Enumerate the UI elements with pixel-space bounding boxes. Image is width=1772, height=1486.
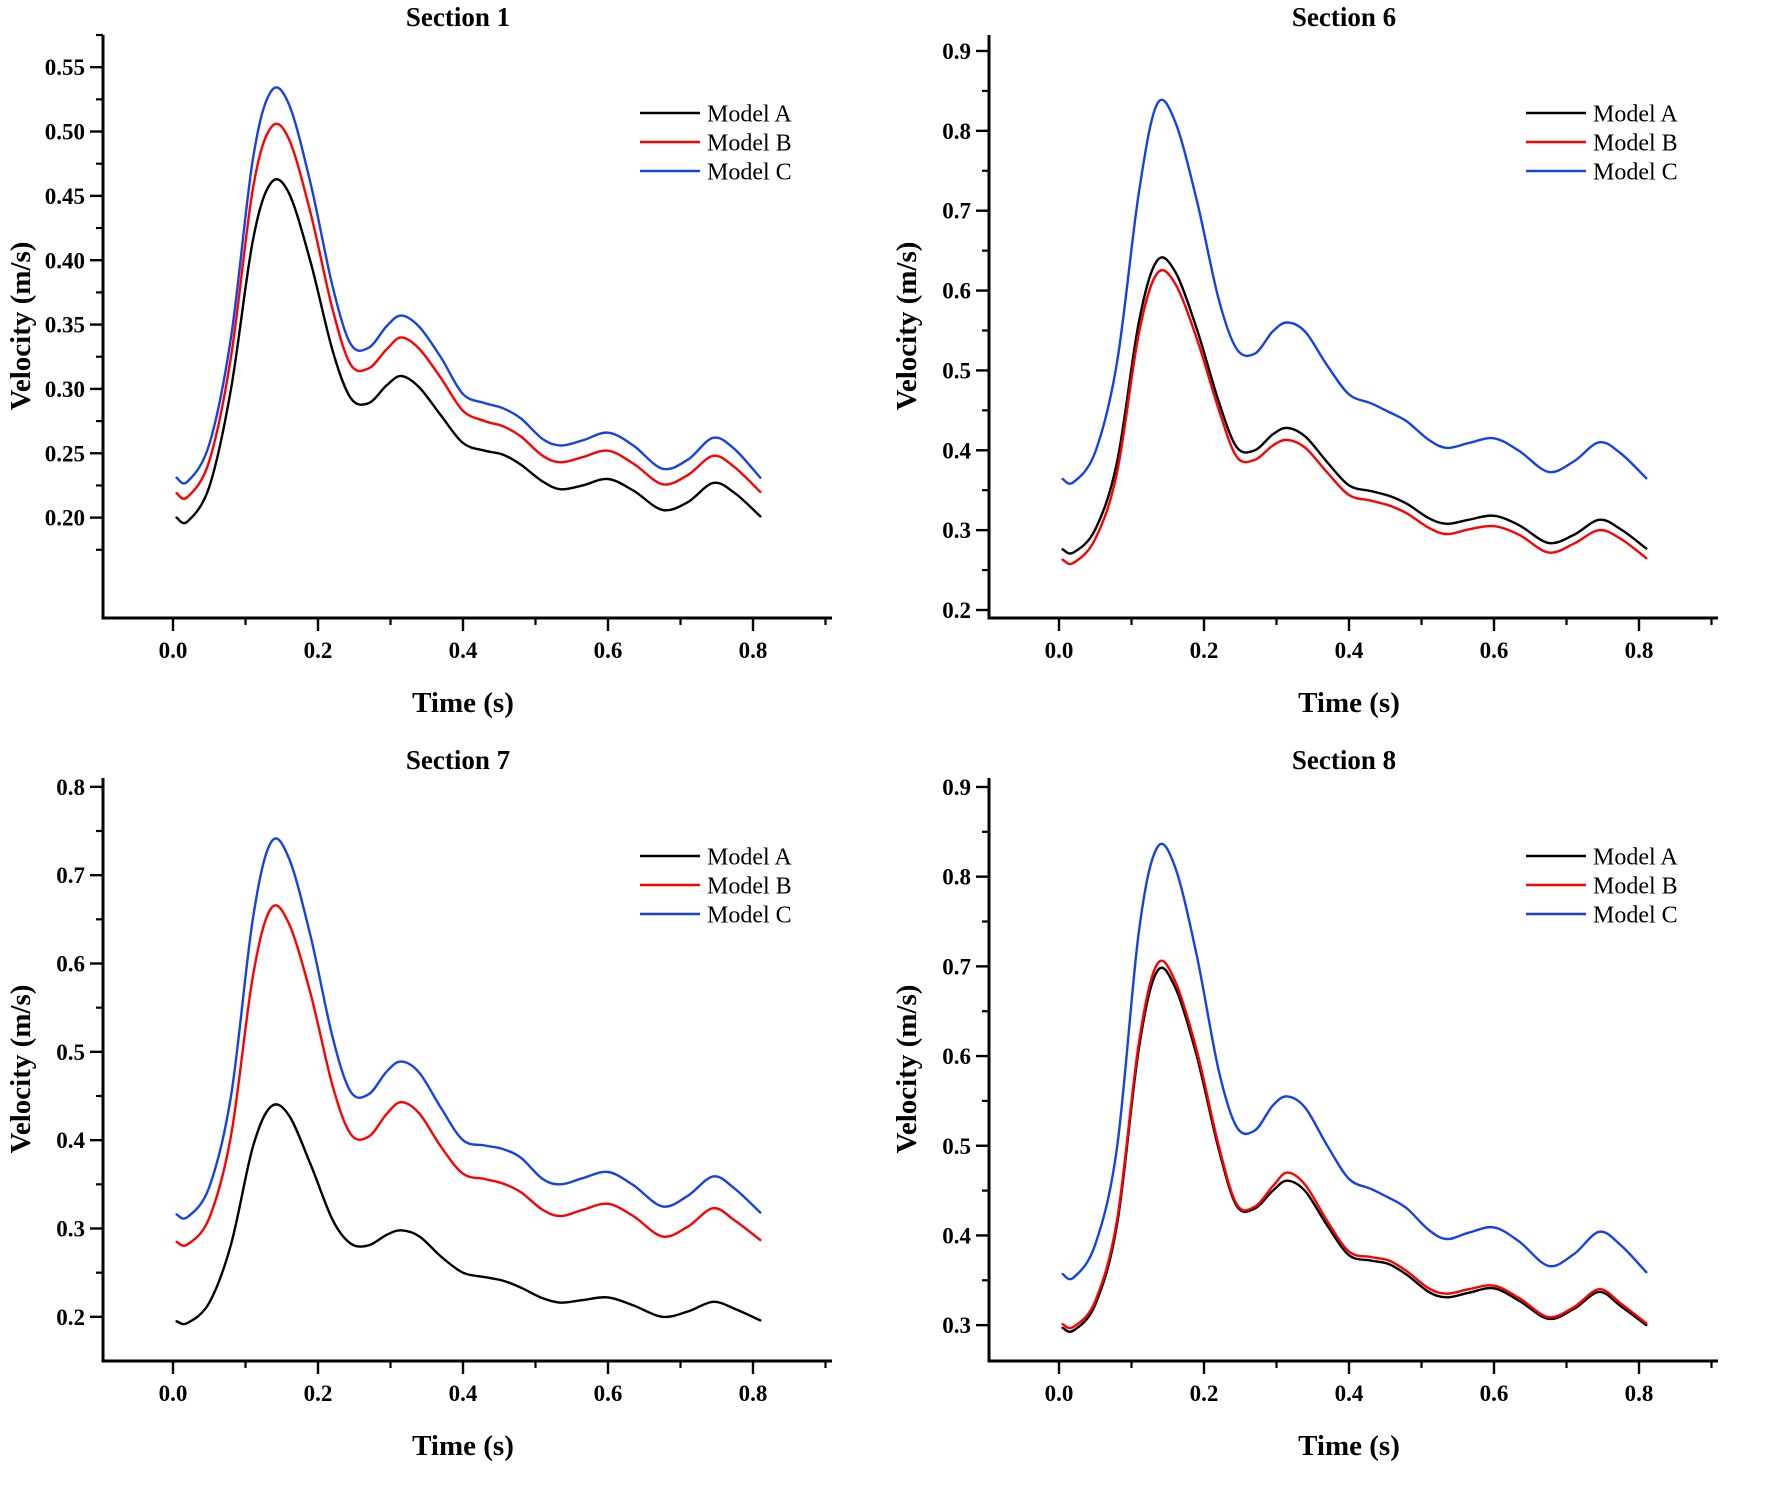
y-tick-label: 0.5 bbox=[56, 1040, 85, 1065]
y-tick-label: 0.3 bbox=[56, 1217, 85, 1242]
y-tick-label: 0.3 bbox=[942, 518, 971, 543]
x-tick-label: 0.6 bbox=[1480, 1381, 1509, 1406]
x-tick-label: 0.6 bbox=[594, 638, 623, 663]
legend-label: Model A bbox=[1593, 101, 1678, 127]
x-tick-label: 0.2 bbox=[304, 638, 333, 663]
y-tick-label: 0.8 bbox=[942, 865, 971, 890]
chart-title: Section 6 bbox=[1292, 2, 1396, 32]
series-line-model-c bbox=[175, 837, 762, 1220]
y-tick-label: 0.55 bbox=[45, 55, 85, 80]
y-tick-label: 0.6 bbox=[942, 1044, 971, 1069]
y-tick-label: 0.7 bbox=[56, 863, 85, 888]
x-axis-title: Time (s) bbox=[1298, 1430, 1400, 1462]
legend-label: Model B bbox=[707, 873, 792, 899]
y-tick-label: 0.4 bbox=[942, 438, 971, 463]
legend-label: Model B bbox=[1593, 130, 1678, 156]
series-line-model-c bbox=[1061, 842, 1648, 1281]
y-tick-label: 0.4 bbox=[56, 1128, 85, 1153]
y-tick-label: 0.40 bbox=[45, 248, 85, 273]
y-tick-label: 0.45 bbox=[45, 184, 85, 209]
x-tick-label: 0.8 bbox=[739, 638, 768, 663]
series-line-model-c bbox=[1061, 98, 1648, 485]
panel-section-6: 0.0 0.2 0.4 0.6 0.8 0.2 0.3 0.4 0.5 0.6 0.7 0.8 0.9 S… bbox=[886, 0, 1772, 743]
y-tick-label: 0.5 bbox=[942, 1134, 971, 1159]
x-axis-title: Time (s) bbox=[412, 1430, 514, 1462]
chart-title: Section 1 bbox=[406, 2, 510, 32]
x-tick-label: 0.8 bbox=[1625, 638, 1654, 663]
legend-label: Model C bbox=[707, 159, 792, 185]
x-tick-label: 0.2 bbox=[1190, 638, 1219, 663]
series-line-model-c bbox=[175, 86, 762, 485]
y-tick-label: 0.2 bbox=[56, 1305, 85, 1330]
y-axis-title: Velocity (m/s) bbox=[5, 242, 37, 411]
x-tick-label: 0.0 bbox=[159, 638, 188, 663]
x-tick-label: 0.0 bbox=[1045, 1381, 1074, 1406]
x-tick-label: 0.0 bbox=[159, 1381, 188, 1406]
chart-title: Section 7 bbox=[406, 745, 510, 775]
legend-label: Model A bbox=[1593, 844, 1678, 870]
x-tick-label: 0.8 bbox=[739, 1381, 768, 1406]
x-axis-title: Time (s) bbox=[1298, 687, 1400, 719]
y-tick-label: 0.2 bbox=[942, 598, 971, 623]
x-tick-label: 0.2 bbox=[304, 1381, 333, 1406]
y-axis-title: Velocity (m/s) bbox=[891, 985, 923, 1154]
y-tick-label: 0.50 bbox=[45, 120, 85, 145]
x-tick-label: 0.0 bbox=[1045, 638, 1074, 663]
y-tick-label: 0.35 bbox=[45, 313, 85, 338]
series-line-model-a bbox=[175, 178, 762, 525]
x-tick-label: 0.4 bbox=[449, 1381, 478, 1406]
legend-label: Model C bbox=[707, 902, 792, 928]
legend-label: Model B bbox=[1593, 873, 1678, 899]
chart-section-7: 0.0 0.2 0.4 0.6 0.8 0.2 0.3 0.4 0.5 0.6 0.7 0.8 Sect… bbox=[5, 745, 832, 1462]
y-tick-label: 0.8 bbox=[942, 119, 971, 144]
chart-title: Section 8 bbox=[1292, 745, 1396, 775]
y-tick-label: 0.6 bbox=[942, 279, 971, 304]
chart-section-6: 0.0 0.2 0.4 0.6 0.8 0.2 0.3 0.4 0.5 0.6 0.7 0.8 0.9 S… bbox=[891, 2, 1718, 719]
y-axis-title: Velocity (m/s) bbox=[891, 242, 923, 411]
y-axis-title: Velocity (m/s) bbox=[5, 985, 37, 1154]
x-tick-label: 0.2 bbox=[1190, 1381, 1219, 1406]
series-line-model-b bbox=[175, 122, 762, 500]
legend-label: Model C bbox=[1593, 159, 1678, 185]
y-tick-label: 0.25 bbox=[45, 441, 85, 466]
series-line-model-a bbox=[175, 1103, 762, 1326]
y-tick-label: 0.30 bbox=[45, 377, 85, 402]
series-line-model-a bbox=[1061, 966, 1648, 1333]
y-tick-label: 0.20 bbox=[45, 506, 85, 531]
y-tick-label: 0.6 bbox=[56, 952, 85, 977]
y-tick-label: 0.9 bbox=[942, 39, 971, 64]
series-line-model-a bbox=[1061, 256, 1648, 555]
chart-section-1: 0.0 0.2 0.4 0.6 0.8 0.20 0.25 0.30 0.35 0.40 0.45 0… bbox=[5, 2, 832, 719]
series-line-model-b bbox=[175, 904, 762, 1247]
y-tick-label: 0.7 bbox=[942, 954, 971, 979]
x-tick-label: 0.6 bbox=[594, 1381, 623, 1406]
y-tick-label: 0.9 bbox=[942, 775, 971, 800]
y-tick-label: 0.8 bbox=[56, 775, 85, 800]
legend-label: Model A bbox=[707, 844, 792, 870]
y-tick-label: 0.3 bbox=[942, 1313, 971, 1338]
y-tick-label: 0.5 bbox=[942, 358, 971, 383]
x-tick-label: 0.6 bbox=[1480, 638, 1509, 663]
y-tick-label: 0.4 bbox=[942, 1223, 971, 1248]
x-tick-label: 0.8 bbox=[1625, 1381, 1654, 1406]
x-tick-label: 0.4 bbox=[1335, 1381, 1364, 1406]
panel-section-1: 0.0 0.2 0.4 0.6 0.8 0.20 0.25 0.30 0.35 0.40 0.45 0… bbox=[0, 0, 886, 743]
series-line-model-b bbox=[1061, 959, 1648, 1330]
legend-label: Model A bbox=[707, 101, 792, 127]
x-axis-title: Time (s) bbox=[412, 687, 514, 719]
panel-section-8: 0.0 0.2 0.4 0.6 0.8 0.3 0.4 0.5 0.6 0.7 0.8 0.9 Sect… bbox=[886, 743, 1772, 1486]
series-line-model-b bbox=[1061, 269, 1648, 566]
chart-section-8: 0.0 0.2 0.4 0.6 0.8 0.3 0.4 0.5 0.6 0.7 0.8 0.9 Sect… bbox=[891, 745, 1718, 1462]
x-tick-label: 0.4 bbox=[1335, 638, 1364, 663]
legend-label: Model B bbox=[707, 130, 792, 156]
y-tick-label: 0.7 bbox=[942, 199, 971, 224]
x-tick-label: 0.4 bbox=[449, 638, 478, 663]
panel-section-7: 0.0 0.2 0.4 0.6 0.8 0.2 0.3 0.4 0.5 0.6 0.7 0.8 Sect… bbox=[0, 743, 886, 1486]
legend-label: Model C bbox=[1593, 902, 1678, 928]
